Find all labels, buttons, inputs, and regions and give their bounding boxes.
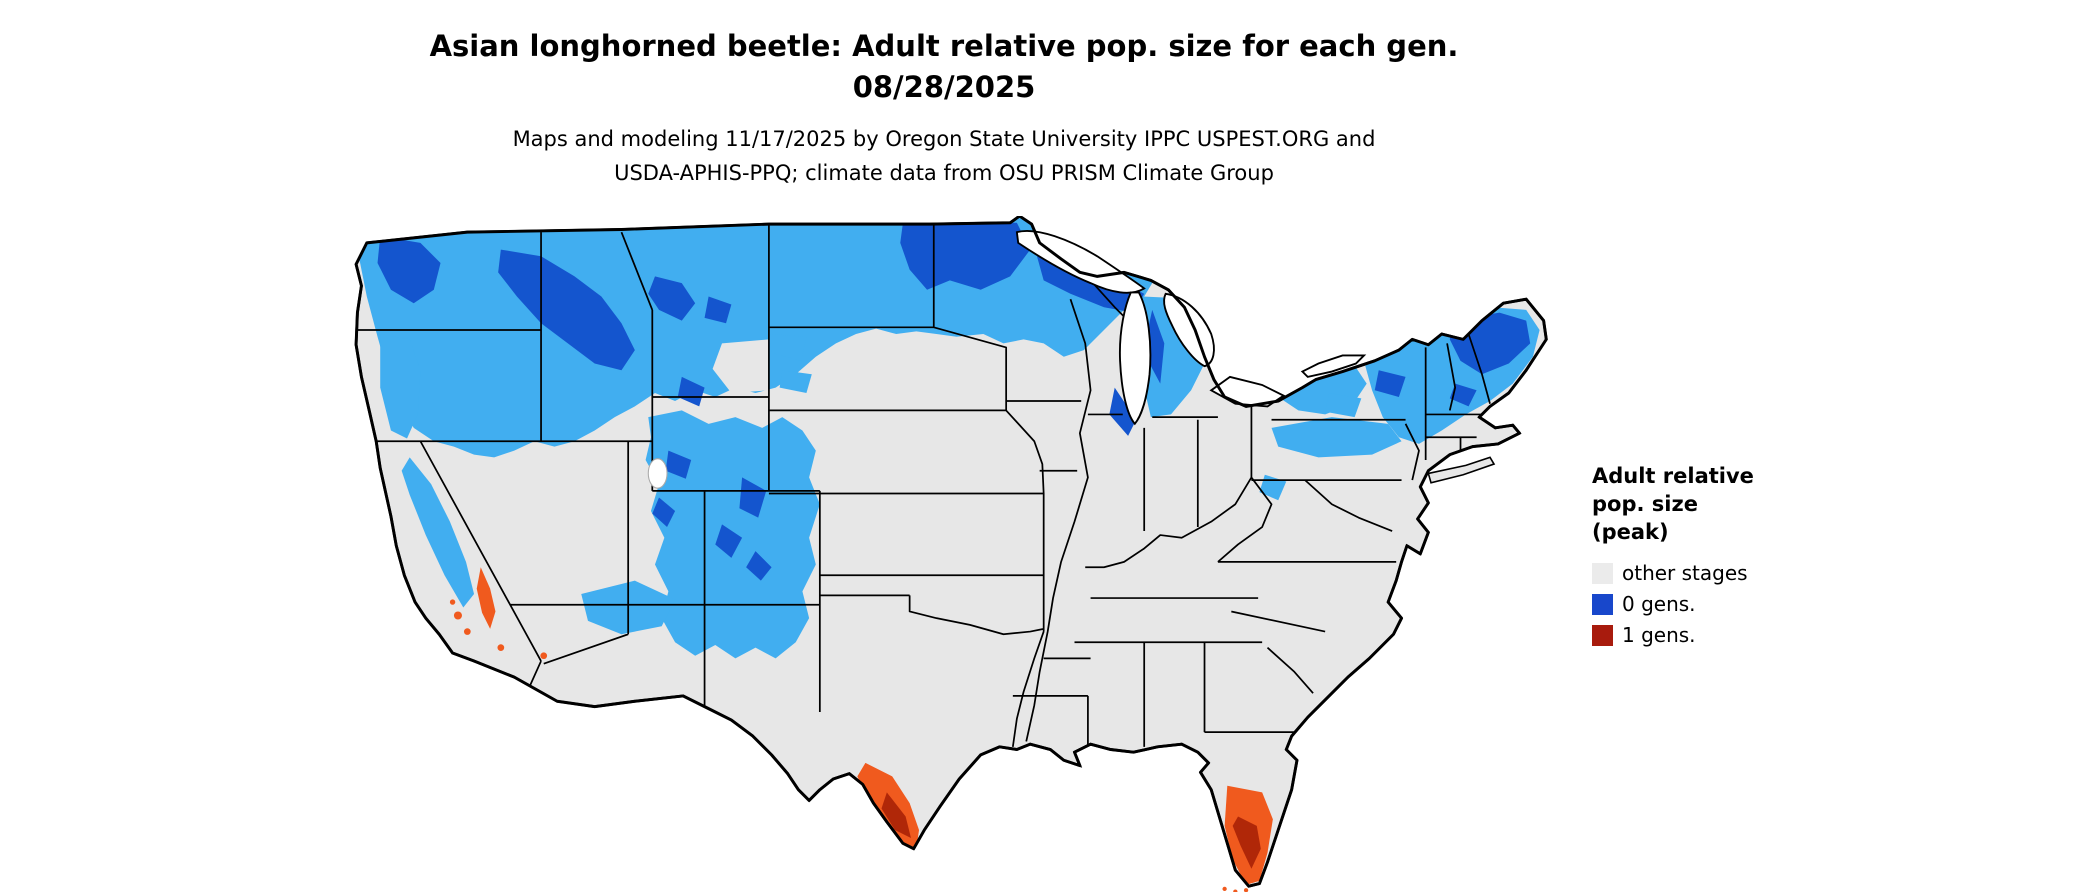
lake-superior xyxy=(1015,230,1146,294)
gen0-light-sd-patch-2 xyxy=(779,370,812,393)
gen0-dark-montana-1 xyxy=(648,276,696,321)
gen1-socal-dot-1 xyxy=(453,611,462,620)
legend-swatch xyxy=(1592,593,1613,615)
great-salt-lake xyxy=(647,458,668,489)
gen0-dark-lakemichigan-south xyxy=(1109,387,1137,436)
gen1-socal-dot-4 xyxy=(497,644,505,652)
legend-title: Adult relative pop. size (peak) xyxy=(1592,462,1832,546)
title-line-1: Asian longhorned beetle: Adult relative … xyxy=(429,29,1459,63)
gen1-keys-dot-3 xyxy=(1243,888,1249,892)
long-island xyxy=(1427,456,1496,484)
gen0-light-wv-patch xyxy=(1259,474,1287,501)
montana-gray-patch xyxy=(712,339,769,393)
gen0-dark-utah-2 xyxy=(652,497,676,528)
legend-swatch xyxy=(1592,562,1613,584)
lake-michigan xyxy=(1118,291,1152,426)
gen0-light-pennsylvania xyxy=(1271,417,1402,458)
legend-items: other stages 0 gens. 1 gens. xyxy=(1592,560,1832,648)
map-subtitle: Maps and modeling 11/17/2025 by Oregon S… xyxy=(0,122,1888,190)
gen0-dark-adirondacks xyxy=(1374,370,1406,398)
map-title: Asian longhorned beetle: Adult relative … xyxy=(0,26,1888,108)
legend-title-line-1: Adult relative xyxy=(1592,464,1754,488)
gen0-dark-colorado-1 xyxy=(739,477,767,518)
gen1-socal-strip xyxy=(476,567,496,629)
gen1-core-south-texas xyxy=(881,792,911,838)
gen1-socal-dot-3 xyxy=(449,599,456,605)
gen0-dark-colorado-2 xyxy=(715,524,743,558)
gen0-dark-colorado-3 xyxy=(746,551,772,581)
gen1-core-south-florida xyxy=(1232,816,1261,869)
us-outline-stroke xyxy=(354,214,1548,888)
lake-ontario xyxy=(1300,354,1367,378)
subtitle-line-1: Maps and modeling 11/17/2025 by Oregon S… xyxy=(512,127,1376,151)
legend: Adult relative pop. size (peak) other st… xyxy=(1592,462,1832,648)
gen0-dark-montana-2 xyxy=(704,296,732,324)
gen0-light-oregon-cascades xyxy=(380,334,421,439)
gen1-keys-dot-2 xyxy=(1233,889,1238,892)
gen0-dark-whitemountains xyxy=(1449,383,1477,407)
gen0-dark-idaho-montana xyxy=(498,249,635,371)
subtitle-line-2: USDA-APHIS-PPQ; climate data from OSU PR… xyxy=(614,161,1274,185)
gen0-dark-utah-1 xyxy=(665,450,692,479)
us-map xyxy=(340,214,1553,892)
gen0-dark-redriver-minnesota xyxy=(900,222,1031,290)
legend-title-line-2: pop. size xyxy=(1592,492,1698,516)
gen0-dark-yellowstone xyxy=(677,376,705,407)
gen0-dark-cascades xyxy=(377,236,441,304)
gen0-light-sd-patch-1 xyxy=(768,334,807,361)
legend-title-line-3: (peak) xyxy=(1592,520,1669,544)
legend-item: other stages xyxy=(1592,560,1832,586)
gen1-yuma-dot xyxy=(540,652,548,660)
gen0-light-sierra-nevada xyxy=(401,457,475,608)
us-map-svg xyxy=(354,214,1548,892)
gen0-light-fingerlakes xyxy=(1325,392,1362,418)
gen1-keys-dot-1 xyxy=(1222,886,1227,892)
gen1-socal-dot-2 xyxy=(463,628,471,635)
legend-swatch xyxy=(1592,624,1613,646)
legend-label: 0 gens. xyxy=(1622,592,1696,616)
legend-item: 1 gens. xyxy=(1592,622,1832,648)
gen0-dark-lakemichigan-east xyxy=(1146,309,1165,384)
legend-label: 1 gens. xyxy=(1622,623,1696,647)
legend-label: other stages xyxy=(1622,561,1748,585)
legend-item: 0 gens. xyxy=(1592,591,1832,617)
title-line-2: 08/28/2025 xyxy=(852,70,1036,104)
